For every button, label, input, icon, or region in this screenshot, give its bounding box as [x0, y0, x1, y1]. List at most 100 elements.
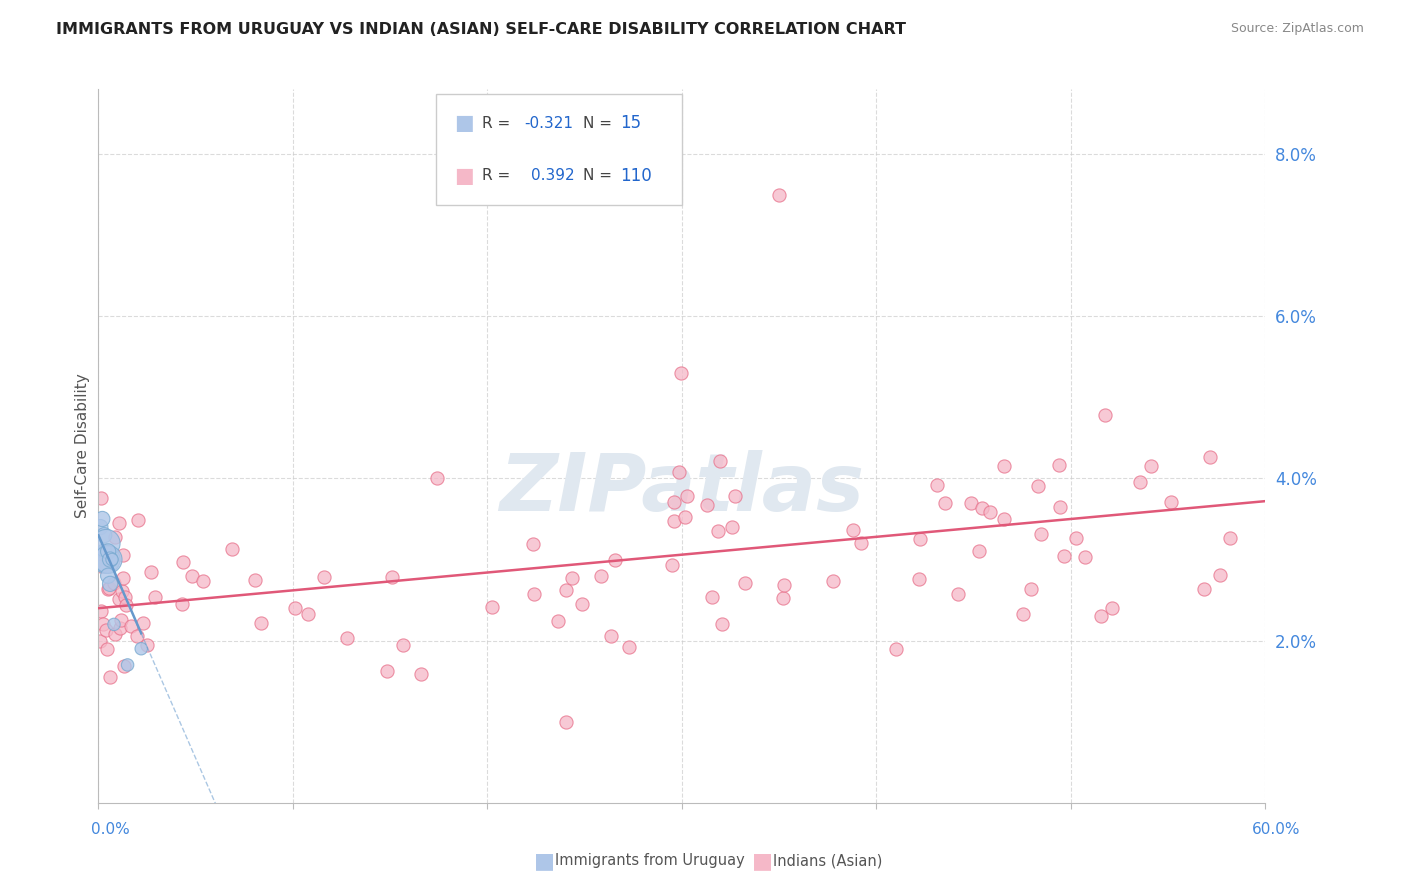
- Point: [392, 638, 415, 652]
- Point: [98, 577, 121, 591]
- Point: [849, 535, 872, 549]
- Text: 0.392: 0.392: [531, 169, 575, 183]
- Point: [132, 615, 155, 630]
- Point: [720, 520, 742, 534]
- Text: 60.0%: 60.0%: [1253, 822, 1301, 837]
- Text: Immigrants from Uruguay: Immigrants from Uruguay: [555, 854, 745, 868]
- Point: [1094, 409, 1116, 423]
- Point: [96, 624, 118, 638]
- Point: [1140, 458, 1163, 473]
- Text: R =: R =: [482, 116, 516, 130]
- Point: [1073, 549, 1095, 564]
- Point: [561, 571, 583, 585]
- Point: [709, 453, 731, 467]
- Point: [1029, 527, 1052, 541]
- Text: Indians (Asian): Indians (Asian): [773, 854, 883, 868]
- Point: [375, 664, 398, 678]
- Point: [115, 598, 138, 612]
- Point: [555, 714, 578, 729]
- Point: [107, 591, 129, 606]
- Point: [96, 536, 118, 550]
- Point: [297, 607, 319, 622]
- Point: [1064, 531, 1087, 545]
- Point: [90, 604, 112, 618]
- Point: [600, 629, 623, 643]
- Point: [114, 590, 136, 604]
- Point: [1129, 475, 1152, 489]
- Point: [112, 658, 135, 673]
- Point: [1101, 601, 1123, 615]
- Text: ■: ■: [534, 851, 555, 871]
- Point: [675, 489, 697, 503]
- Point: [969, 543, 991, 558]
- Point: [89, 520, 111, 534]
- Point: [104, 530, 127, 544]
- Point: [910, 532, 932, 546]
- Point: [1090, 609, 1112, 624]
- Point: [1012, 607, 1035, 621]
- Point: [89, 633, 111, 648]
- Point: [111, 584, 134, 599]
- Point: [711, 616, 734, 631]
- Point: [523, 587, 546, 601]
- Point: [823, 574, 845, 588]
- Text: R =: R =: [482, 169, 520, 183]
- Point: [617, 640, 640, 654]
- Point: [97, 544, 120, 558]
- Point: [411, 666, 433, 681]
- Point: [93, 617, 115, 632]
- Point: [842, 523, 865, 537]
- Point: [547, 614, 569, 628]
- Point: [970, 501, 993, 516]
- Point: [1021, 582, 1043, 597]
- Point: [245, 573, 267, 587]
- Point: [993, 458, 1015, 473]
- Point: [336, 631, 359, 645]
- Point: [522, 537, 544, 551]
- Point: [108, 516, 131, 530]
- Point: [669, 366, 692, 380]
- Point: [90, 558, 112, 573]
- Point: [724, 489, 747, 503]
- Point: [662, 495, 685, 509]
- Text: ■: ■: [454, 113, 474, 133]
- Point: [1052, 549, 1074, 563]
- Point: [1219, 531, 1241, 545]
- Point: [661, 558, 683, 572]
- Point: [93, 544, 115, 558]
- Point: [181, 569, 204, 583]
- Point: [481, 599, 503, 614]
- Point: [110, 613, 132, 627]
- Point: [120, 619, 142, 633]
- Point: [381, 570, 404, 584]
- Point: [90, 491, 112, 505]
- Point: [1198, 450, 1220, 464]
- Point: [98, 552, 121, 566]
- Point: [884, 641, 907, 656]
- Point: [1049, 458, 1071, 472]
- Point: [673, 510, 696, 524]
- Point: [111, 548, 134, 562]
- Point: [136, 638, 159, 652]
- Point: [555, 583, 578, 598]
- Point: [662, 515, 685, 529]
- Point: [110, 622, 132, 636]
- Point: [925, 477, 948, 491]
- Point: [101, 552, 124, 566]
- Point: [908, 572, 931, 586]
- Point: [141, 566, 163, 580]
- Point: [772, 591, 794, 605]
- Point: [668, 465, 690, 479]
- Point: [312, 570, 335, 584]
- Text: N =: N =: [583, 169, 617, 183]
- Point: [1160, 495, 1182, 509]
- Text: IMMIGRANTS FROM URUGUAY VS INDIAN (ASIAN) SELF-CARE DISABILITY CORRELATION CHART: IMMIGRANTS FROM URUGUAY VS INDIAN (ASIAN…: [56, 22, 907, 37]
- Point: [98, 581, 121, 595]
- Point: [97, 552, 120, 566]
- Text: ■: ■: [454, 166, 474, 186]
- Point: [1192, 582, 1215, 596]
- Point: [221, 541, 243, 556]
- Point: [707, 524, 730, 539]
- Point: [97, 582, 120, 596]
- Text: ZIPatlas: ZIPatlas: [499, 450, 865, 528]
